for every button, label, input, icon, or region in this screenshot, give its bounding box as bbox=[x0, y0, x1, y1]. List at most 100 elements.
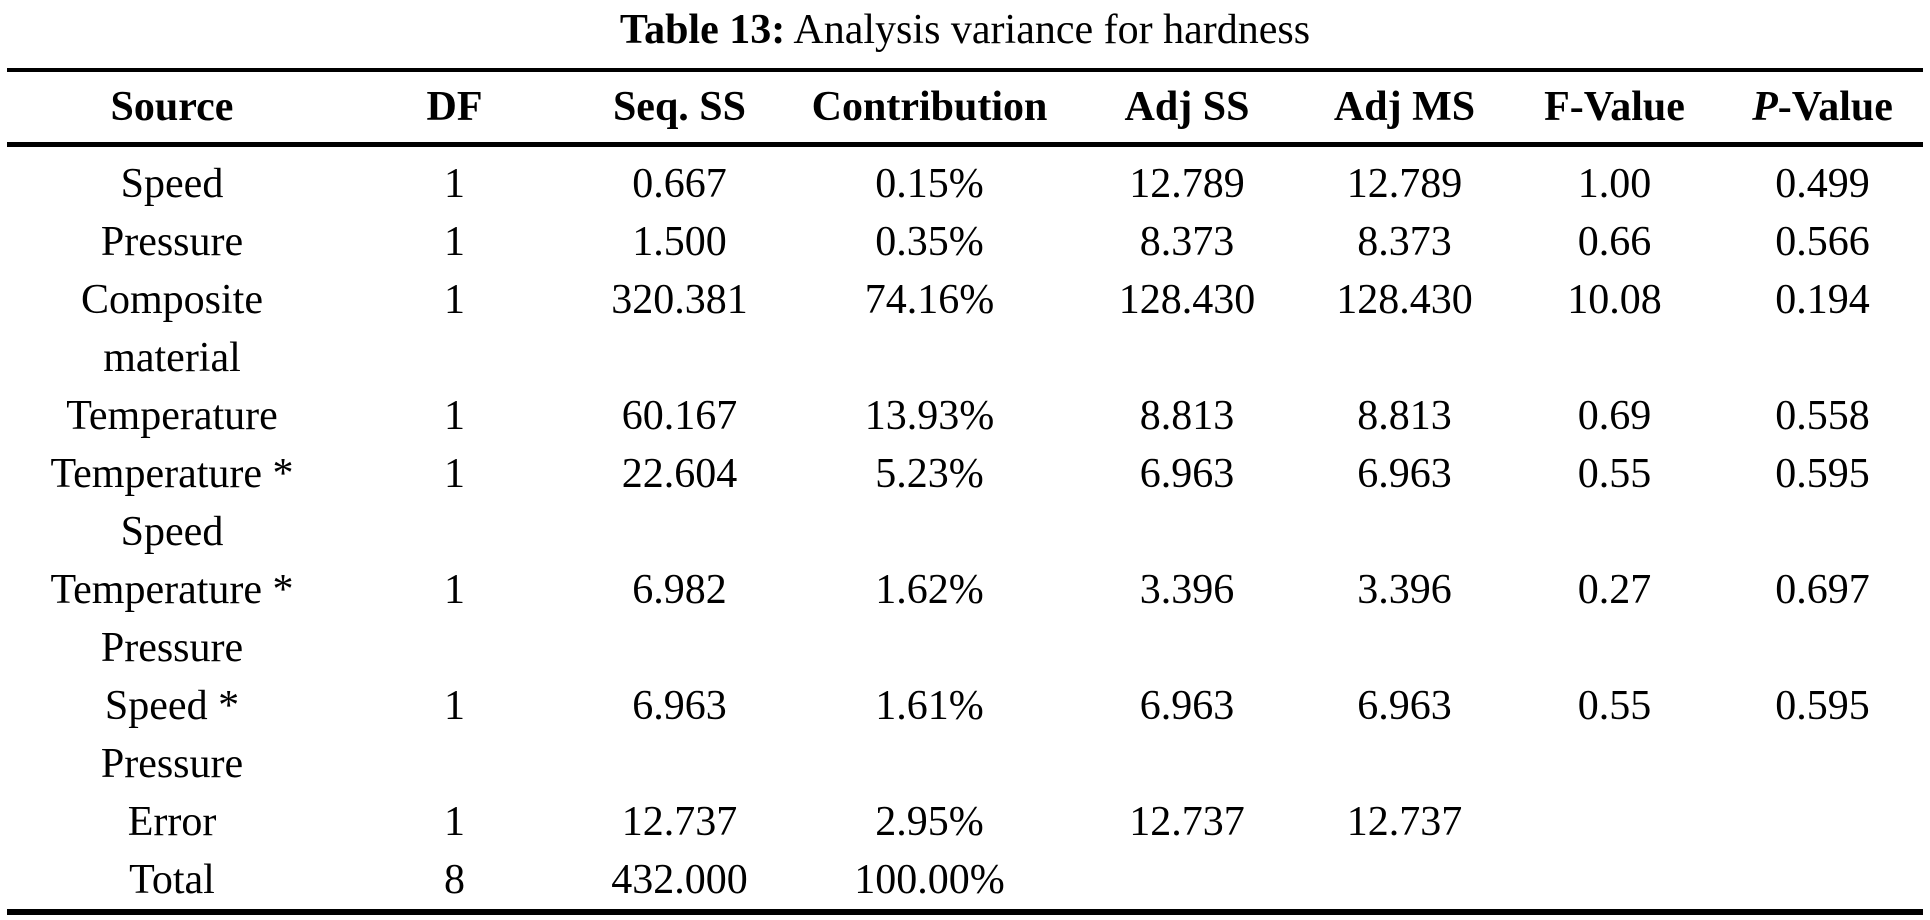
adj-ms-cell: 6.963 bbox=[1357, 683, 1452, 729]
adj-ss-cell: 8.373 bbox=[1139, 219, 1235, 265]
adj-ms-cell bbox=[1302, 851, 1507, 912]
col-header-source: Source bbox=[7, 70, 337, 147]
table-caption-label: Table 13: bbox=[619, 7, 786, 53]
adj-ss-cell: 6.963 bbox=[1139, 451, 1235, 497]
p-value-cell bbox=[1722, 851, 1923, 912]
contribution-cell: 74.16% bbox=[864, 277, 995, 323]
anova-table: Source DF Seq. SS Contribution Adj SS Ad… bbox=[7, 68, 1923, 915]
source-line: Pressure bbox=[100, 741, 244, 787]
p-value-cell bbox=[1722, 793, 1923, 851]
contribution-cell: 1.62% bbox=[875, 567, 984, 613]
table-row: Speed 1 0.667 0.15% 12.789 12.789 1.00 0… bbox=[7, 145, 1923, 214]
df-cell: 1 bbox=[444, 277, 465, 323]
adj-ss-cell: 6.963 bbox=[1139, 683, 1235, 729]
adj-ss-cell: 128.430 bbox=[1118, 277, 1256, 323]
table-row: Speed * Pressure 1 6.963 1.61% 6.963 6.96… bbox=[7, 677, 1923, 793]
source-cell: Pressure bbox=[7, 213, 337, 271]
source-line: Speed * bbox=[104, 683, 240, 729]
seq-ss-cell: 432.000 bbox=[611, 857, 748, 903]
header-row: Source DF Seq. SS Contribution Adj SS Ad… bbox=[7, 70, 1923, 147]
source-line: Composite bbox=[80, 277, 263, 323]
contribution-cell: 0.35% bbox=[875, 219, 984, 265]
f-value-cell: 0.69 bbox=[1577, 393, 1652, 439]
f-value-cell: 0.27 bbox=[1577, 567, 1652, 613]
source-line: Pressure bbox=[100, 625, 244, 671]
f-value-cell: 1.00 bbox=[1577, 161, 1652, 207]
source-line: material bbox=[103, 335, 241, 381]
f-value-cell: 0.55 bbox=[1577, 451, 1652, 497]
df-cell: 1 bbox=[444, 393, 465, 439]
source-cell: Composite material bbox=[7, 271, 337, 387]
source-line: Temperature * bbox=[50, 451, 294, 497]
source-line: Pressure bbox=[100, 219, 244, 265]
df-cell: 1 bbox=[444, 219, 465, 265]
p-value-cell: 0.566 bbox=[1775, 219, 1870, 265]
col-header-df: DF bbox=[337, 70, 572, 147]
source-line: Speed bbox=[120, 161, 224, 207]
source-line: Temperature bbox=[66, 393, 278, 439]
f-value-cell: 10.08 bbox=[1567, 277, 1662, 323]
adj-ms-cell: 3.396 bbox=[1357, 567, 1452, 613]
table-row: Temperature 1 60.167 13.93% 8.813 8.813 … bbox=[7, 387, 1923, 445]
contribution-cell: 2.95% bbox=[875, 799, 984, 845]
source-cell: Temperature bbox=[7, 387, 337, 445]
f-value-cell: 0.66 bbox=[1577, 219, 1652, 265]
p-value-cell: 0.499 bbox=[1775, 161, 1870, 207]
col-header-f-value: F-Value bbox=[1507, 70, 1722, 147]
contribution-cell: 100.00% bbox=[854, 857, 1005, 903]
source-cell: Temperature * Pressure bbox=[7, 561, 337, 677]
table-row: Temperature * Speed 1 22.604 5.23% 6.963 … bbox=[7, 445, 1923, 561]
source-cell: Temperature * Speed bbox=[7, 445, 337, 561]
adj-ms-cell: 128.430 bbox=[1336, 277, 1473, 323]
df-cell: 1 bbox=[444, 683, 465, 729]
f-value-cell: 0.55 bbox=[1577, 683, 1652, 729]
table-header: Source DF Seq. SS Contribution Adj SS Ad… bbox=[7, 70, 1923, 147]
source-cell: Speed bbox=[7, 145, 337, 214]
contribution-cell: 0.15% bbox=[875, 161, 984, 207]
f-value-cell bbox=[1507, 793, 1722, 851]
source-cell: Total bbox=[7, 851, 337, 912]
adj-ms-cell: 6.963 bbox=[1357, 451, 1452, 497]
source-line: Speed bbox=[120, 509, 224, 555]
adj-ss-cell: 8.813 bbox=[1139, 393, 1235, 439]
df-cell: 1 bbox=[444, 451, 465, 497]
source-cell: Speed * Pressure bbox=[7, 677, 337, 793]
adj-ms-cell: 12.737 bbox=[1346, 799, 1463, 845]
p-value-cell: 0.697 bbox=[1775, 567, 1870, 613]
contribution-cell: 13.93% bbox=[864, 393, 995, 439]
contribution-cell: 5.23% bbox=[875, 451, 984, 497]
adj-ms-cell: 12.789 bbox=[1346, 161, 1463, 207]
contribution-cell: 1.61% bbox=[875, 683, 984, 729]
table-row: Pressure 1 1.500 0.35% 8.373 8.373 0.66 … bbox=[7, 213, 1923, 271]
seq-ss-cell: 6.982 bbox=[632, 567, 727, 613]
df-cell: 1 bbox=[444, 567, 465, 613]
table-row: Error 1 12.737 2.95% 12.737 12.737 bbox=[7, 793, 1923, 851]
table-body: Speed 1 0.667 0.15% 12.789 12.789 1.00 0… bbox=[7, 145, 1923, 913]
table-row: Temperature * Pressure 1 6.982 1.62% 3.39… bbox=[7, 561, 1923, 677]
df-cell: 1 bbox=[444, 161, 465, 207]
p-value-cell: 0.595 bbox=[1775, 451, 1870, 497]
table-caption-text: Analysis variance for hardness bbox=[785, 7, 1311, 53]
col-header-adj-ss: Adj SS bbox=[1072, 70, 1302, 147]
adj-ss-cell: 12.789 bbox=[1129, 161, 1245, 207]
seq-ss-cell: 6.963 bbox=[632, 683, 727, 729]
adj-ss-cell: 3.396 bbox=[1139, 567, 1235, 613]
p-value-rest: -Value bbox=[1777, 84, 1893, 130]
seq-ss-cell: 320.381 bbox=[611, 277, 748, 323]
table-row: Total 8 432.000 100.00% bbox=[7, 851, 1923, 912]
source-line: Error bbox=[127, 799, 217, 845]
adj-ms-cell: 8.813 bbox=[1357, 393, 1452, 439]
p-value-cell: 0.558 bbox=[1775, 393, 1870, 439]
source-line: Temperature * bbox=[50, 567, 294, 613]
f-value-cell bbox=[1507, 851, 1722, 912]
adj-ss-cell: 12.737 bbox=[1129, 799, 1245, 845]
seq-ss-cell: 60.167 bbox=[621, 393, 738, 439]
table-caption: Table 13: Analysis variance for hardness bbox=[0, 0, 1930, 54]
seq-ss-cell: 1.500 bbox=[632, 219, 727, 265]
source-line: Total bbox=[129, 857, 215, 903]
source-cell: Error bbox=[7, 793, 337, 851]
seq-ss-cell: 12.737 bbox=[621, 799, 738, 845]
seq-ss-cell: 0.667 bbox=[632, 161, 727, 207]
adj-ss-cell bbox=[1072, 851, 1302, 912]
